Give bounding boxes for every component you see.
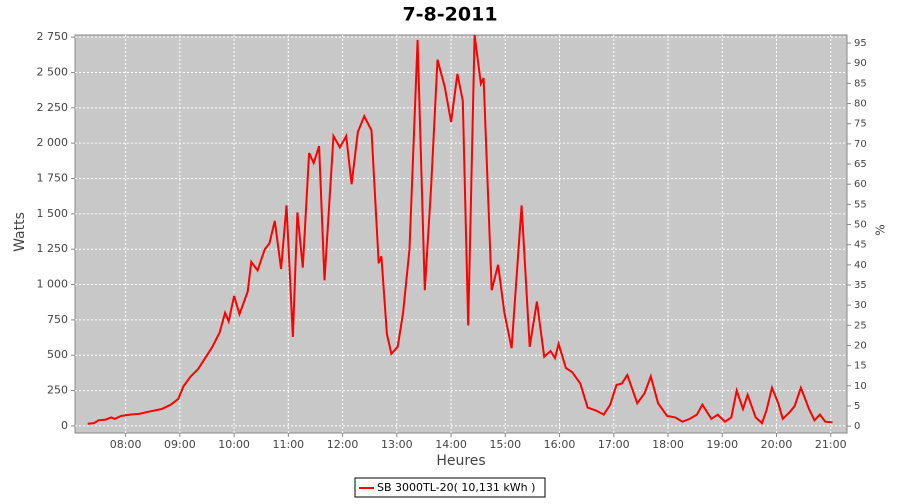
y-tick-label: 250 (47, 384, 68, 397)
x-tick-label: 08:00 (110, 438, 142, 451)
y-tick-label: 0 (61, 419, 68, 432)
y2-tick-label: 65 (854, 159, 867, 170)
y2-tick-label: 75 (854, 119, 867, 130)
x-tick-label: 16:00 (544, 438, 576, 451)
y2-tick-label: 50 (854, 220, 867, 231)
y2-tick-label: 15 (854, 361, 867, 372)
y2-axis-label: % (874, 224, 888, 235)
y-tick-label: 1 500 (37, 207, 69, 220)
x-tick-label: 15:00 (489, 438, 521, 451)
y2-tick-label: 70 (854, 139, 867, 150)
y2-tick-label: 35 (854, 280, 867, 291)
y2-tick-label: 80 (854, 99, 867, 110)
y2-tick-label: 25 (854, 320, 867, 331)
x-tick-label: 11:00 (272, 438, 304, 451)
y-axis-label: Watts (12, 212, 28, 252)
x-tick-label: 17:00 (598, 438, 630, 451)
y-tick-label: 500 (47, 348, 68, 361)
y-tick-label: 1 000 (37, 278, 69, 291)
y-tick-label: 750 (47, 313, 68, 326)
legend-label: SB 3000TL-20( 10,131 kWh ) (377, 481, 535, 494)
y2-tick-label: 40 (854, 260, 867, 271)
x-tick-label: 21:00 (815, 438, 847, 451)
x-tick-label: 13:00 (381, 438, 413, 451)
y2-tick-label: 5 (854, 401, 860, 412)
plot-area (74, 34, 848, 434)
y2-tick-label: 95 (854, 38, 867, 49)
x-tick-label: 19:00 (706, 438, 738, 451)
x-tick-label: 14:00 (435, 438, 467, 451)
y-tick-label: 2 500 (37, 65, 69, 78)
y-tick-label: 1 750 (37, 172, 69, 185)
y-tick-label: 2 250 (37, 101, 69, 114)
chart-title: 7-8-2011 (402, 4, 497, 26)
x-axis-label: Heures (436, 453, 485, 469)
x-tick-label: 10:00 (218, 438, 250, 451)
data-line (87, 35, 833, 425)
y2-tick-label: 55 (854, 199, 867, 210)
x-tick-label: 09:00 (164, 438, 196, 451)
y2-tick-label: 10 (854, 381, 867, 392)
y-tick-label: 2 000 (37, 136, 69, 149)
x-tick-label: 20:00 (761, 438, 793, 451)
y-tick-label: 1 250 (37, 242, 69, 255)
y2-tick-label: 90 (854, 58, 867, 69)
x-tick-label: 12:00 (327, 438, 359, 451)
y2-tick-label: 30 (854, 300, 867, 311)
y2-tick-label: 45 (854, 240, 867, 251)
y2-tick-label: 85 (854, 78, 867, 89)
y2-tick-label: 0 (854, 421, 860, 432)
y2-tick-label: 20 (854, 340, 867, 351)
x-tick-label: 18:00 (652, 438, 684, 451)
y-tick-label: 2 750 (37, 30, 69, 43)
legend (354, 477, 546, 498)
y2-tick-label: 60 (854, 179, 867, 190)
